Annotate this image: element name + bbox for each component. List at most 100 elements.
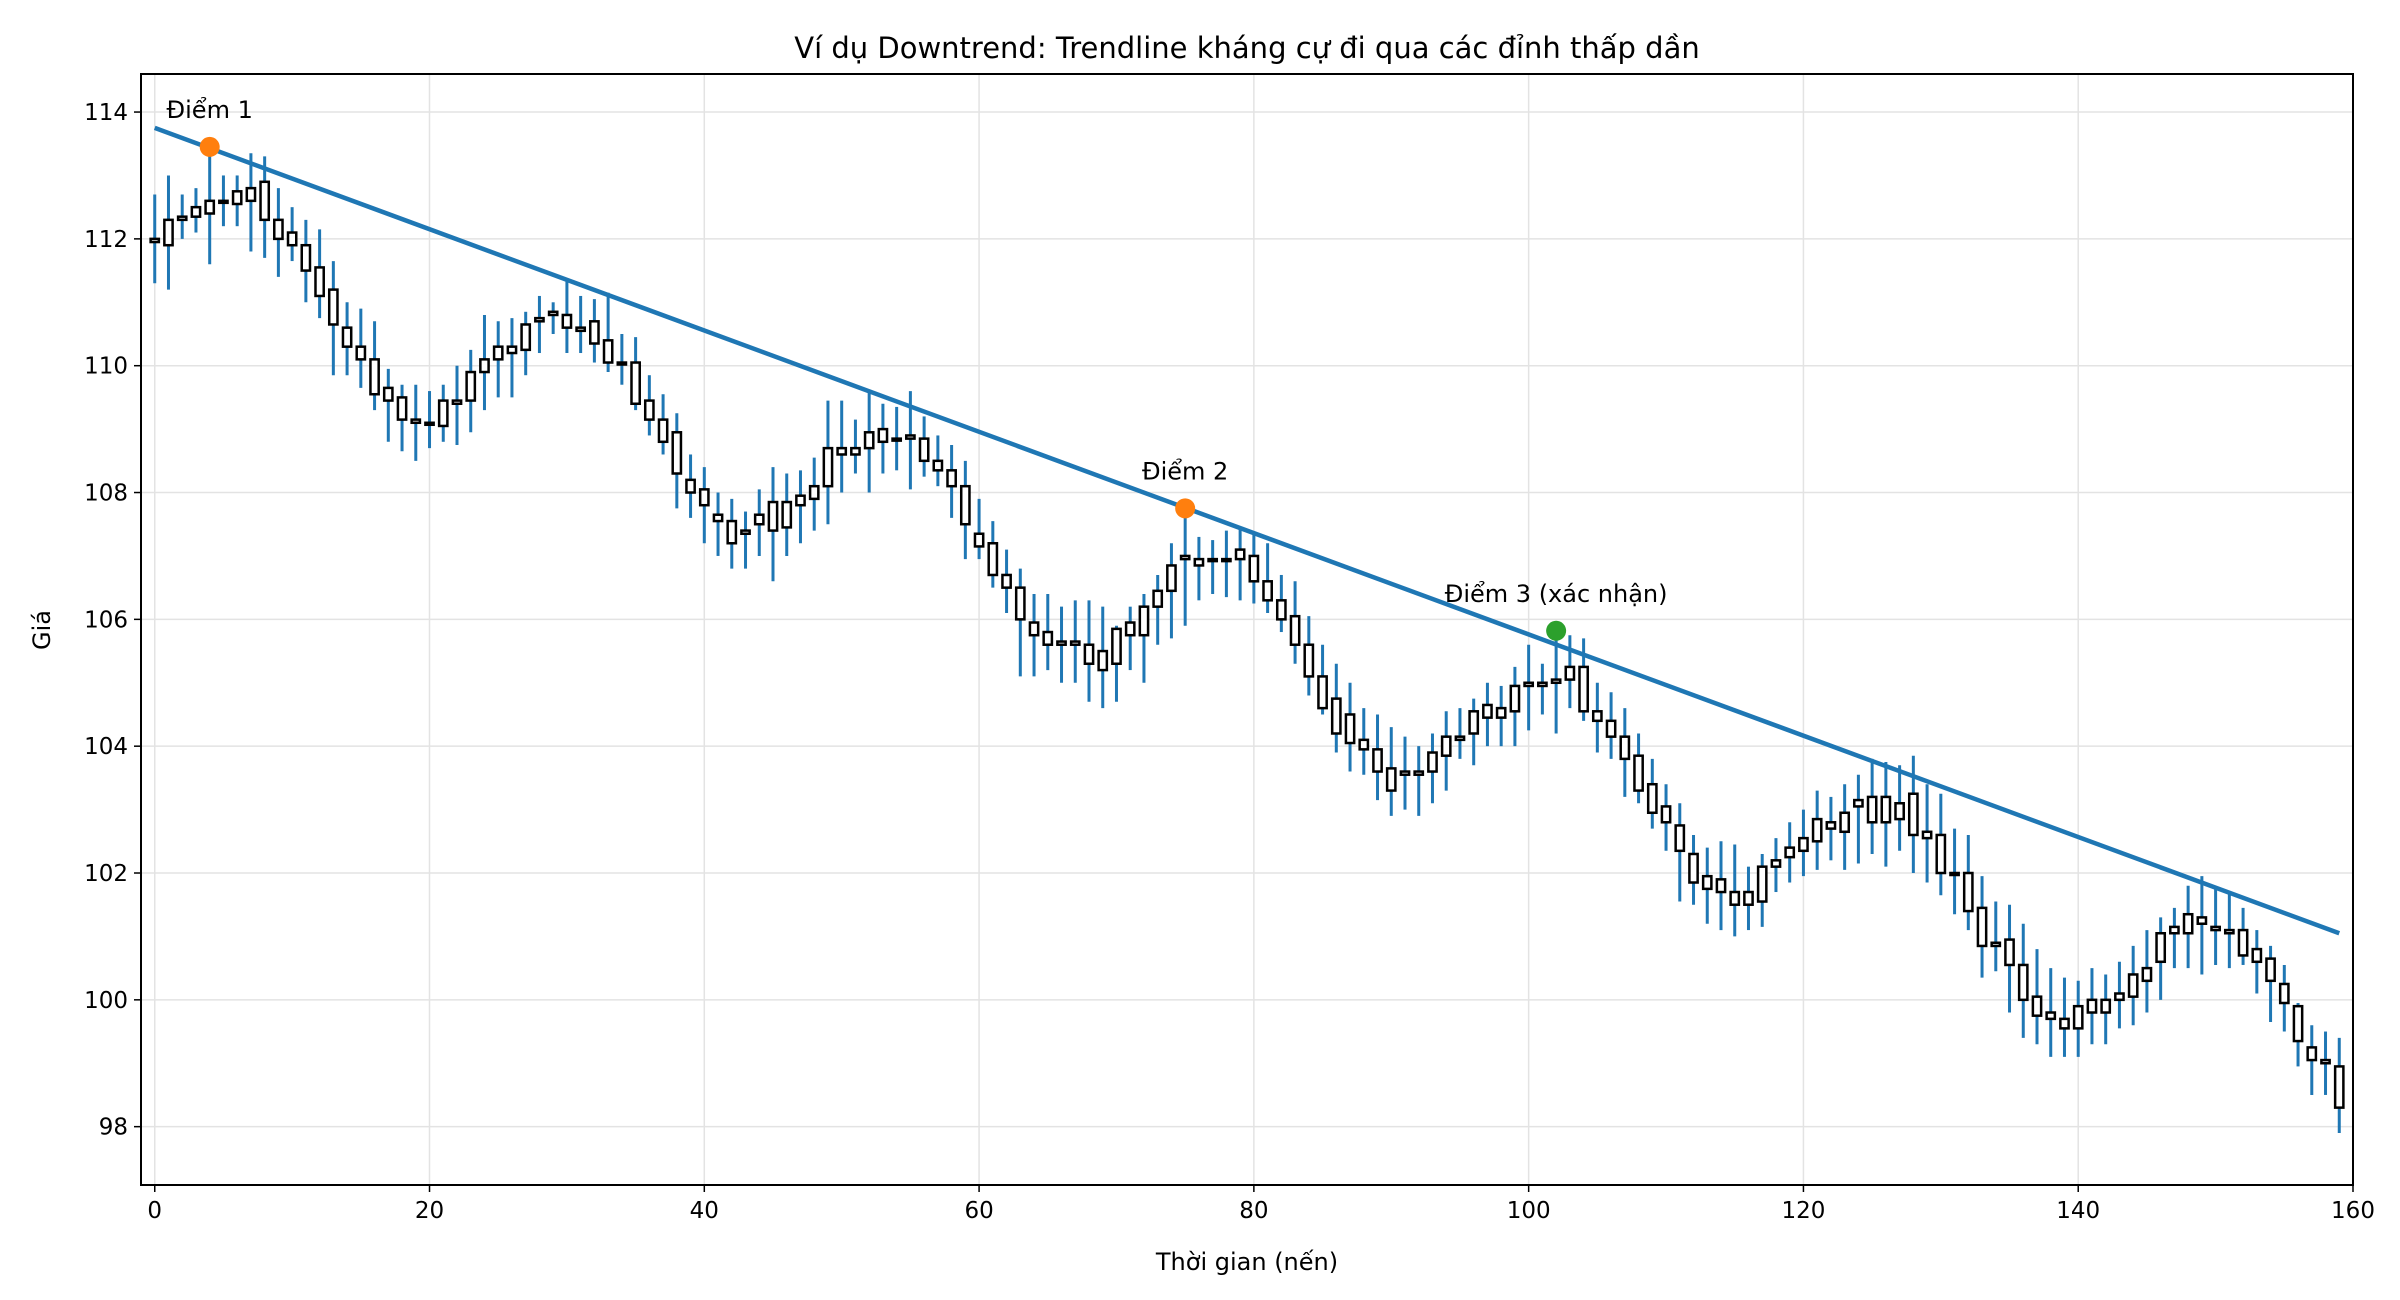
candle-body: [314, 266, 325, 298]
candle-body: [2265, 957, 2276, 983]
candle-body: [1179, 554, 1191, 561]
x-tick-label: 0: [147, 1198, 162, 1224]
candle-body: [1660, 805, 1672, 824]
candle-body: [534, 316, 545, 323]
candle-body: [1248, 554, 1260, 583]
candle-body: [1907, 792, 1919, 837]
candle-body: [1014, 586, 1026, 621]
candle-body: [1262, 580, 1273, 602]
candle-body: [863, 431, 875, 450]
candle-body: [1688, 852, 1699, 884]
candle-body: [1619, 735, 1631, 761]
candle-body: [231, 190, 243, 206]
candle-body: [1344, 713, 1356, 745]
candle-body: [2182, 912, 2194, 935]
candle-body: [616, 361, 628, 366]
candle-body: [1399, 770, 1411, 776]
candle-body: [1976, 906, 1988, 948]
candle-body: [286, 231, 298, 247]
candle-body: [1454, 735, 1466, 742]
candle-body: [1949, 871, 1960, 877]
candle-body: [327, 288, 339, 326]
candle-body: [1028, 621, 1040, 637]
candle-body: [1330, 697, 1342, 735]
trend-point-3: [1546, 620, 1567, 641]
y-tick-label: 112: [84, 227, 128, 253]
candle-body: [1509, 684, 1521, 713]
candle-body: [1537, 681, 1548, 688]
candle-body: [918, 437, 930, 463]
candle-body: [643, 399, 655, 421]
candle-body: [1921, 830, 1933, 840]
candle-body: [589, 320, 600, 345]
candle-body: [808, 484, 820, 501]
candle-body: [905, 434, 916, 440]
x-tick-label: 140: [2056, 1198, 2100, 1224]
candle-body: [451, 399, 463, 405]
candle-body: [2045, 1011, 2057, 1021]
y-tick-label: 108: [84, 481, 128, 507]
y-tick-label: 106: [84, 607, 128, 633]
candle-body: [932, 459, 944, 472]
candle-body: [2320, 1058, 2331, 1065]
candle-body: [1633, 754, 1644, 792]
candle-body: [2196, 916, 2208, 925]
candle-body: [1275, 599, 1287, 621]
y-tick-label: 102: [84, 861, 128, 887]
y-axis-label: Giá: [28, 610, 56, 650]
ticks: 0 20 40 60 80 100 120 140 160 98 100 102 104 106 108 11…: [84, 100, 2375, 1224]
candle-body: [1853, 798, 1864, 808]
candle-body: [1069, 640, 1081, 646]
candle-body: [1317, 675, 1328, 710]
candle-body: [1413, 770, 1425, 776]
candle-body: [2251, 947, 2263, 964]
candle-body: [946, 469, 957, 488]
candle-body: [1427, 751, 1438, 773]
candle-body: [437, 399, 449, 428]
candle-body: [410, 418, 422, 425]
candle-body: [1495, 706, 1507, 719]
grid: [141, 74, 2354, 1185]
candle-body: [2141, 966, 2153, 983]
candle-body: [575, 326, 587, 333]
candle-body: [465, 370, 477, 402]
candle-body: [1578, 665, 1589, 713]
candle-body: [1523, 681, 1535, 688]
candle-body: [149, 237, 161, 244]
candle-body: [685, 478, 696, 494]
candle-body: [1289, 614, 1301, 646]
candle-body: [767, 500, 779, 532]
candle-body: [1743, 890, 1754, 906]
candle-body: [2155, 931, 2167, 964]
candle-body: [547, 310, 559, 317]
x-tick-label: 160: [2331, 1198, 2375, 1224]
candle-body: [959, 484, 971, 526]
candle-body: [2292, 1004, 2304, 1043]
candle-body: [479, 358, 490, 374]
candle-body: [2169, 925, 2180, 935]
candle-body: [2333, 1065, 2345, 1109]
candle-body: [1207, 557, 1219, 563]
candle-body: [2072, 1004, 2084, 1030]
candle-body: [382, 386, 394, 402]
candle-body: [1990, 941, 2002, 948]
candle-body: [2114, 992, 2125, 1002]
candle-body: [1468, 710, 1480, 735]
candle-body: [273, 218, 284, 241]
candle-body: [891, 437, 903, 442]
x-tick-label: 20: [415, 1198, 444, 1224]
candle-body: [218, 199, 229, 205]
candle-body: [795, 494, 806, 507]
trend-point-1: [199, 136, 220, 157]
candle-body: [1935, 833, 1947, 875]
candle-body: [2210, 925, 2221, 932]
candle-body: [1482, 703, 1493, 719]
candles: [149, 146, 2345, 1134]
candle-body: [1001, 573, 1012, 589]
candle-body: [1674, 824, 1686, 853]
candle-body: [190, 205, 202, 218]
candle-body: [1138, 605, 1150, 637]
candle-body: [2004, 938, 2015, 967]
candle-body: [1083, 643, 1095, 665]
